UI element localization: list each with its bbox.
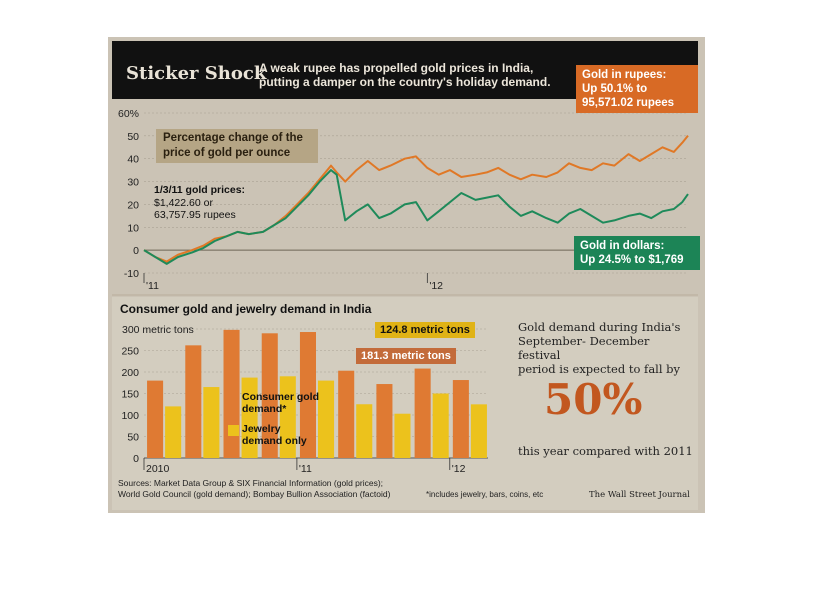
consumer-bar — [376, 384, 393, 458]
bar-y-tick-label: 150 — [121, 389, 139, 401]
top-y-tick-label: 10 — [127, 222, 139, 234]
top-x-tick-labels: '11 '12 — [143, 273, 443, 292]
subtitle-line-1: A weak rupee has propelled gold prices i… — [259, 61, 534, 75]
top-y-tick-labels: 60% 50 40 30 20 10 0 -10 — [118, 108, 139, 280]
bar-y-tick-label: 100 — [121, 410, 139, 422]
factoid-line-3: period is expected to fall by — [518, 362, 681, 376]
consumer-callout-181: 181.3 metric tons — [356, 348, 456, 364]
jewelry-bar — [432, 393, 449, 458]
top-series-lines — [143, 134, 689, 265]
top-x-tick-label: '11 — [146, 280, 159, 292]
subtitle-line-2: putting a damper on the country's holida… — [259, 75, 551, 89]
infographic: 60% 50 40 30 20 10 0 -10 '11'12 300 metric tons… — [108, 37, 705, 513]
jewelry-callout-124: 124.8 metric tons — [375, 322, 475, 338]
pct-label-line-1: Percentage change of the — [163, 132, 303, 144]
consumer-bar — [414, 368, 431, 458]
bar-y-tick-label: 300 metric tons — [122, 324, 194, 336]
factoid-bottom-line: this year compared with 2011 — [518, 444, 693, 458]
percentage-change-label: Percentage change of the price of gold p… — [156, 129, 318, 163]
consumer-bar — [299, 332, 316, 458]
pct-label-line-2: price of gold per ounce — [163, 147, 291, 159]
rupee-callout: Gold in rupees: Up 50.1% to 95,571.02 ru… — [576, 65, 698, 113]
bar-y-tick-label: 0 — [133, 453, 139, 465]
legend-jewelry-line-1: Jewelry — [242, 423, 281, 435]
rupee-callout-line-2: Up 50.1% to — [582, 83, 648, 95]
factoid-big-number: 50% — [544, 375, 643, 424]
consumer-bar — [261, 333, 278, 458]
top-y-tick-label: -10 — [124, 268, 139, 280]
bar-y-tick-label: 200 — [121, 367, 139, 379]
top-x-tick-label: '12 — [429, 280, 443, 292]
chart-title: Sticker Shock — [126, 63, 267, 84]
top-y-tick-label: 50 — [127, 131, 139, 143]
factoid-text: Gold demand during India's September- De… — [518, 320, 688, 376]
bar-y-tick-label: 50 — [127, 432, 139, 444]
top-y-tick-label: 30 — [127, 177, 139, 189]
dollar-series-line — [143, 169, 689, 265]
top-y-tick-label: 0 — [133, 245, 139, 257]
consumer-bar — [452, 380, 469, 458]
bar-x-tick-label: 2010 — [146, 463, 170, 475]
bar-x-tick-label: '12 — [452, 463, 466, 475]
dollar-callout-line-1: Gold in dollars: — [580, 240, 665, 252]
jewelry-bar — [279, 376, 296, 458]
top-y-tick-label: 60% — [118, 108, 139, 120]
bar-x-tick-label: '11 — [299, 463, 312, 475]
consumer-bar — [185, 345, 202, 458]
jewelry-bar — [318, 380, 335, 458]
base-label-line-1: 1/3/11 gold prices: — [154, 184, 246, 196]
jewelry-bar — [356, 404, 373, 458]
bar-y-tick-labels: 300 metric tons 250 200 150 100 50 0 — [121, 324, 193, 465]
legend-jewelry-text: Jewelry demand only — [242, 423, 332, 447]
base-label-line-3: 63,757.95 rupees — [154, 209, 236, 221]
footnote: *includes jewelry, bars, coins, etc — [426, 490, 544, 499]
jewelry-bar — [394, 413, 411, 458]
legend-consumer-line-1: Consumer gold — [242, 391, 320, 403]
base-label-line-2: $1,422.60 or — [154, 196, 213, 209]
jewelry-bar — [165, 406, 182, 458]
jewelry-bar — [203, 387, 220, 458]
consumer-bar — [147, 380, 164, 458]
factoid-line-1: Gold demand during India's — [518, 320, 681, 334]
bar-series — [147, 329, 487, 458]
jewelry-bar — [241, 377, 258, 458]
legend-consumer-line-2: demand* — [242, 403, 287, 415]
legend-consumer-text: Consumer gold demand* — [242, 391, 332, 415]
dollar-callout: Gold in dollars: Up 24.5% to $1,769 — [574, 236, 700, 270]
legend-jewelry-line-2: demand only — [242, 435, 307, 447]
sources-line-2: World Gold Council (gold demand); Bombay… — [118, 489, 391, 499]
bar-x-tick-labels: 2010 '11 '12 — [143, 458, 466, 475]
sources-line-1: Sources: Market Data Group & SIX Financi… — [118, 478, 384, 488]
rupee-callout-line-3: 95,571.02 rupees — [582, 97, 675, 109]
consumer-swatch — [228, 393, 239, 404]
dollar-callout-line-2: Up 24.5% to $1,769 — [580, 254, 684, 266]
top-y-tick-label: 40 — [127, 154, 139, 166]
factoid-line-2: September- December festival — [518, 334, 650, 362]
top-y-tick-label: 20 — [127, 199, 139, 211]
bar-y-tick-label: 250 — [121, 346, 139, 358]
jewelry-swatch — [228, 425, 239, 436]
bottom-chart-title: Consumer gold and jewelry demand in Indi… — [120, 302, 372, 316]
rupee-callout-line-1: Gold in rupees: — [582, 69, 667, 81]
consumer-bar — [338, 370, 355, 458]
jewelry-bar — [470, 404, 487, 458]
credit: The Wall Street Journal — [589, 490, 690, 500]
base-price-annotation: 1/3/11 gold prices: $1,422.60 or 63,757.… — [154, 184, 245, 222]
sources-note: Sources: Market Data Group & SIX Financi… — [118, 478, 390, 500]
